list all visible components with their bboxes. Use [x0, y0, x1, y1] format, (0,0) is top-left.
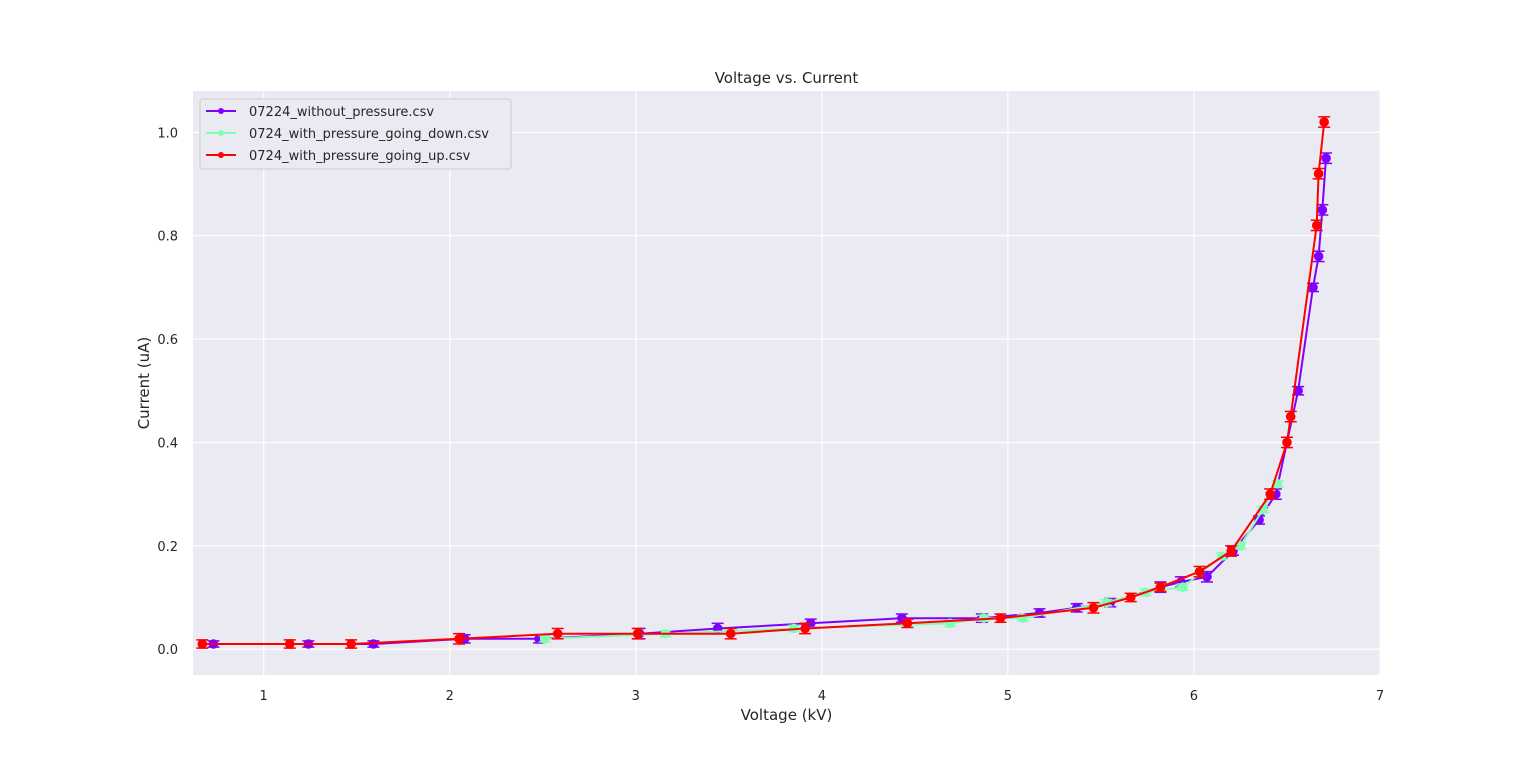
data-point	[1254, 515, 1264, 525]
data-point	[1088, 603, 1099, 613]
x-axis-ticks: 1 2 3 4 5 6 7	[260, 689, 1385, 704]
data-point	[284, 639, 295, 649]
legend-marker	[218, 108, 224, 114]
y-tick-label: 0.4	[157, 436, 178, 451]
data-point	[1265, 489, 1276, 499]
data-point	[1317, 205, 1328, 215]
data-point	[1319, 117, 1329, 127]
series-3	[196, 116, 1331, 649]
x-tick-label: 3	[632, 689, 640, 704]
y-axis-ticks: 0.0 0.2 0.4 0.6 0.8 1.0	[157, 126, 178, 658]
x-tick-label: 4	[818, 689, 826, 704]
x-tick-label: 5	[1004, 689, 1012, 704]
legend-marker	[218, 152, 224, 158]
y-tick-label: 0.8	[157, 230, 178, 245]
y-tick-label: 0.0	[157, 643, 178, 658]
legend: 07224_without_pressure.csv 0724_with_pres…	[199, 98, 512, 170]
legend-item: 0724_with_pressure_going_down.csv	[206, 127, 489, 142]
data-point	[368, 639, 379, 649]
data-point	[1235, 540, 1246, 551]
grid-lines	[193, 91, 1381, 675]
y-tick-label: 0.6	[157, 333, 178, 348]
legend-item: 0724_with_pressure_going_up.csv	[206, 149, 471, 164]
data-point	[800, 623, 810, 634]
y-axis-label: Current (uA)	[135, 337, 153, 430]
data-point	[632, 628, 643, 639]
chart-title: Voltage vs. Current	[715, 69, 859, 87]
data-point	[1282, 437, 1292, 448]
data-point	[1311, 220, 1322, 231]
y-tick-label: 0.2	[157, 540, 178, 555]
y-tick-label: 1.0	[157, 126, 178, 141]
data-point	[1194, 566, 1205, 577]
data-point	[1313, 168, 1324, 179]
data-point	[1177, 582, 1188, 592]
data-point	[902, 618, 913, 629]
data-point	[1202, 572, 1212, 582]
data-point	[197, 639, 208, 649]
legend-item: 07224_without_pressure.csv	[206, 105, 434, 120]
data-point	[346, 639, 356, 649]
data-point	[539, 634, 550, 644]
data-point	[995, 613, 1006, 623]
series-layer	[196, 116, 1333, 649]
data-point	[1321, 153, 1331, 163]
legend-box	[199, 98, 512, 170]
x-tick-label: 2	[446, 689, 454, 704]
legend-label: 0724_with_pressure_going_down.csv	[249, 127, 489, 142]
legend-label: 07224_without_pressure.csv	[249, 105, 434, 120]
plot-area	[193, 91, 1380, 675]
data-point	[552, 628, 563, 639]
data-point	[1226, 546, 1236, 556]
series-2	[538, 478, 1284, 644]
legend-label: 0724_with_pressure_going_up.csv	[249, 149, 471, 164]
data-point	[1285, 411, 1296, 422]
data-point	[1313, 251, 1324, 262]
legend-marker	[218, 130, 224, 136]
x-tick-label: 7	[1376, 689, 1384, 704]
x-tick-label: 1	[260, 689, 268, 704]
data-point	[1125, 592, 1136, 603]
data-point	[725, 628, 736, 639]
data-point	[1308, 282, 1318, 293]
x-axis-label: Voltage (kV)	[741, 706, 833, 724]
data-point	[1293, 385, 1303, 396]
data-point	[1155, 582, 1166, 592]
x-tick-label: 6	[1190, 689, 1198, 704]
data-point	[454, 634, 464, 644]
